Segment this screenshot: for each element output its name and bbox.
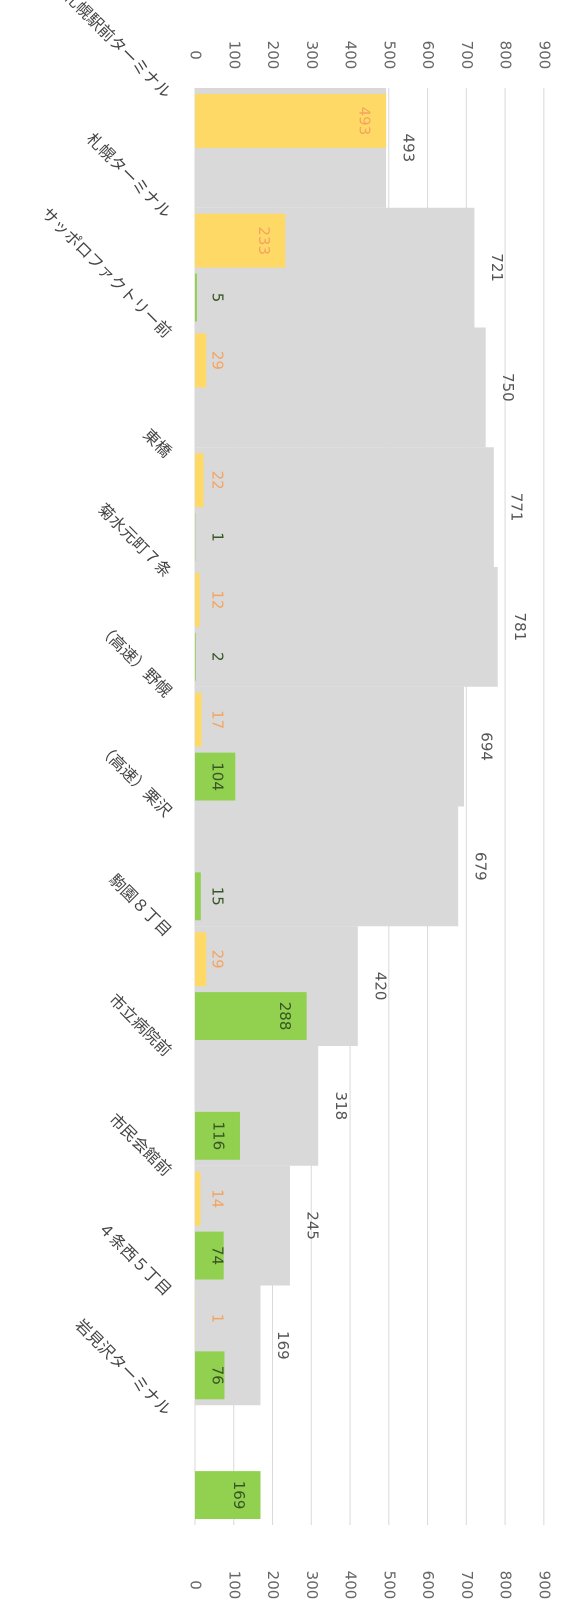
bar-alighting (195, 273, 197, 322)
data-label-alighting: 116 (209, 1121, 227, 1150)
tick-label-top: 0 (187, 50, 205, 60)
data-label-boarding: 12 (209, 590, 227, 609)
tick-label-bottom: 100 (225, 1571, 243, 1600)
bar-on-board (195, 447, 494, 567)
data-label-boarding: 14 (209, 1189, 227, 1208)
data-label-alighting: 15 (209, 887, 227, 906)
category-label: （高速）野幌 (94, 619, 175, 700)
data-label-on-board: 694 (477, 732, 495, 761)
data-label-boarding: 1 (209, 1314, 227, 1324)
data-label-on-board: 493 (400, 134, 418, 163)
data-label-alighting: 288 (276, 1002, 294, 1031)
tick-label-bottom: 700 (458, 1571, 476, 1600)
data-label-alighting: 2 (209, 652, 227, 662)
data-label-on-board: 781 (511, 613, 529, 642)
bar-boarding (195, 213, 286, 268)
category-label: 札幌駅前ターミナル (60, 0, 175, 102)
bar-boarding (195, 333, 207, 388)
data-label-on-board: 771 (507, 493, 525, 522)
bar-on-board (195, 567, 498, 687)
bar-on-board (195, 686, 464, 807)
data-label-alighting: 76 (209, 1366, 227, 1385)
data-label-boarding: 22 (209, 471, 227, 490)
bar-boarding (195, 932, 207, 987)
data-label-boarding: 493 (356, 107, 374, 136)
tick-label-top: 800 (497, 41, 515, 70)
category-label: 東橋 (139, 425, 175, 461)
data-label-on-board: 169 (274, 1331, 292, 1360)
tick-label-bottom: 600 (419, 1571, 437, 1600)
data-label-alighting: 1 (209, 532, 227, 542)
tick-label-bottom: 200 (264, 1571, 282, 1600)
tick-label-bottom: 0 (187, 1580, 205, 1590)
bar-alighting (195, 992, 307, 1041)
bar-alighting (195, 1471, 261, 1520)
data-label-on-board: 750 (499, 373, 517, 402)
tick-labels: 0 0 100 100 200 200 300 300 400 400 500 500 600 600 70… (187, 41, 554, 1600)
category-label: ４条西５丁目 (94, 1218, 175, 1299)
data-label-boarding: 17 (209, 710, 227, 729)
data-label-alighting: 104 (209, 762, 227, 791)
tick-label-top: 600 (419, 41, 437, 70)
bar-boarding (195, 1171, 201, 1226)
category-label: 市立病院前 (105, 990, 175, 1060)
bar-alighting (195, 1231, 224, 1280)
tick-label-bottom: 800 (497, 1571, 515, 1600)
tick-label-bottom: 400 (342, 1571, 360, 1600)
tick-label-bottom: 500 (380, 1571, 398, 1600)
data-label-alighting: 169 (230, 1481, 248, 1510)
bar-boarding (195, 572, 200, 627)
bar-boarding (195, 453, 204, 508)
bar-alighting (195, 872, 201, 921)
bar-alighting (195, 1351, 225, 1400)
data-labels: 493 493 721 233 5 750 29 771 22 1 781 12 2 694 17 104 67… (209, 107, 530, 1510)
data-label-on-board: 318 (332, 1092, 350, 1121)
tick-label-top: 200 (264, 41, 282, 70)
category-label: （高速）栗沢 (94, 739, 175, 820)
tick-label-top: 700 (458, 41, 476, 70)
tick-label-top: 100 (225, 41, 243, 70)
category-label: 駒園８丁目 (105, 870, 175, 940)
data-label-on-board: 420 (371, 972, 389, 1001)
bars (195, 88, 498, 1520)
data-label-boarding: 233 (255, 226, 273, 255)
tick-label-bottom: 900 (535, 1571, 553, 1600)
bar-alighting (195, 632, 196, 681)
data-label-boarding: 29 (209, 950, 227, 969)
tick-label-top: 500 (380, 41, 398, 70)
bar-boarding (195, 692, 202, 747)
bar-alighting (195, 752, 236, 801)
data-label-on-board: 245 (303, 1211, 321, 1240)
bar-on-board (195, 806, 459, 927)
data-label-boarding: 29 (209, 351, 227, 370)
tick-label-top: 400 (342, 41, 360, 70)
category-label: サッポロファクトリー前 (38, 204, 176, 342)
tick-label-top: 300 (303, 41, 321, 70)
category-label: 菊水元町７条 (94, 500, 175, 581)
category-label: 岩見沢ターミナル (71, 1315, 175, 1419)
tick-label-top: 900 (535, 41, 553, 70)
data-label-on-board: 721 (488, 253, 506, 282)
bar-on-board (195, 327, 486, 448)
tick-label-bottom: 300 (303, 1571, 321, 1600)
category-label: 市民会館前 (105, 1110, 175, 1180)
data-label-alighting: 74 (209, 1246, 227, 1265)
bar-alighting (195, 1111, 240, 1160)
bar-boarding (195, 93, 387, 148)
data-label-alighting: 5 (209, 293, 227, 303)
data-label-on-board: 679 (472, 852, 490, 881)
category-label: 札幌ターミナル (83, 129, 176, 222)
